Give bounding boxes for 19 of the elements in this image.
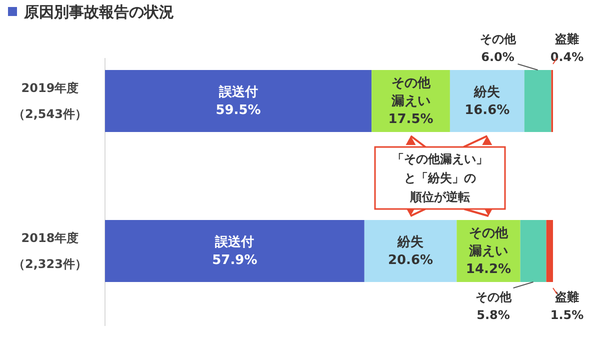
y-tick-label: 2018年度（2,323件） <box>13 231 87 271</box>
data-label: 紛失16.6% <box>464 84 510 118</box>
data-label: その他漏えい14.2% <box>466 226 512 276</box>
data-label: 誤送付59.5% <box>216 84 261 118</box>
bar <box>105 70 372 132</box>
data-label: 盗難1.5% <box>550 290 584 322</box>
bar <box>105 220 364 282</box>
data-label: 誤送付57.9% <box>212 234 258 268</box>
data-label: その他5.8% <box>475 290 512 322</box>
title: 原因別事故報告の状況 <box>8 3 174 21</box>
bar <box>520 220 546 282</box>
annotation: 「その他漏えい」と「紛失」の順位が逆転 <box>392 152 488 204</box>
bar <box>546 220 553 282</box>
data-label: 盗難0.4% <box>550 32 584 64</box>
y-tick-label: 2019年度（2,543件） <box>13 81 87 121</box>
data-label: 紛失20.6% <box>388 234 434 268</box>
bar <box>524 70 552 132</box>
data-label: その他6.0% <box>480 32 517 64</box>
data-label: その他漏えい17.5% <box>388 76 434 126</box>
